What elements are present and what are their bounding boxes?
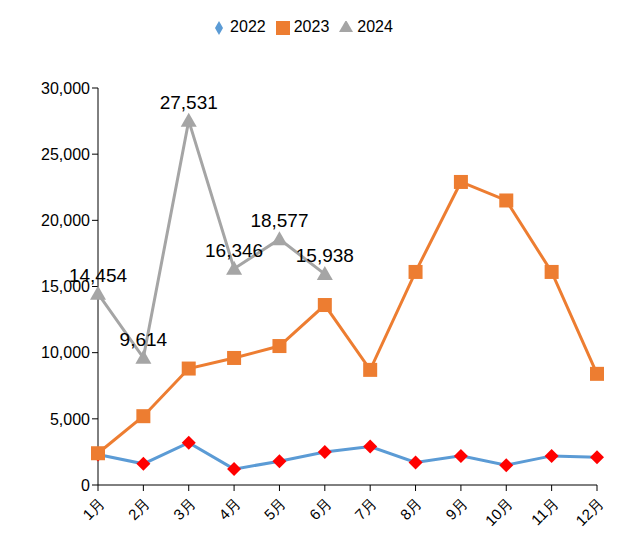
- html-text:2024: 2024: [357, 18, 393, 35]
- svg-text:18,577: 18,577: [250, 210, 308, 231]
- svg-text:10,000: 10,000: [41, 344, 90, 361]
- svg-text:7月: 7月: [351, 495, 380, 524]
- html-text:2023: 2023: [293, 18, 330, 35]
- svg-text:9,614: 9,614: [120, 329, 168, 350]
- svg-text:11月: 11月: [528, 495, 562, 529]
- html-text:2022: 2022: [230, 18, 266, 35]
- svg-text:9月: 9月: [442, 495, 471, 524]
- svg-text:30,000: 30,000: [41, 80, 90, 97]
- svg-text:4月: 4月: [215, 495, 244, 524]
- svg-text:10月: 10月: [481, 495, 515, 529]
- svg-text:0: 0: [81, 477, 90, 494]
- svg-text:3月: 3月: [170, 495, 199, 524]
- svg-text:14,454: 14,454: [69, 265, 128, 286]
- svg-text:15,000: 15,000: [41, 278, 90, 296]
- svg-text:25,000: 25,000: [41, 146, 90, 163]
- svg-text:15,938: 15,938: [296, 245, 354, 266]
- svg-text:16,346: 16,346: [205, 240, 263, 261]
- svg-text:5月: 5月: [261, 495, 290, 524]
- svg-text:8月: 8月: [397, 495, 426, 524]
- svg-text:5,000: 5,000: [50, 411, 90, 428]
- svg-text:1月: 1月: [79, 495, 108, 524]
- svg-text:20,000: 20,000: [41, 212, 90, 229]
- svg-text:27,531: 27,531: [160, 92, 218, 113]
- svg-text:6月: 6月: [306, 495, 335, 524]
- svg-text:12月: 12月: [572, 495, 606, 529]
- svg-text:2月: 2月: [124, 495, 153, 524]
